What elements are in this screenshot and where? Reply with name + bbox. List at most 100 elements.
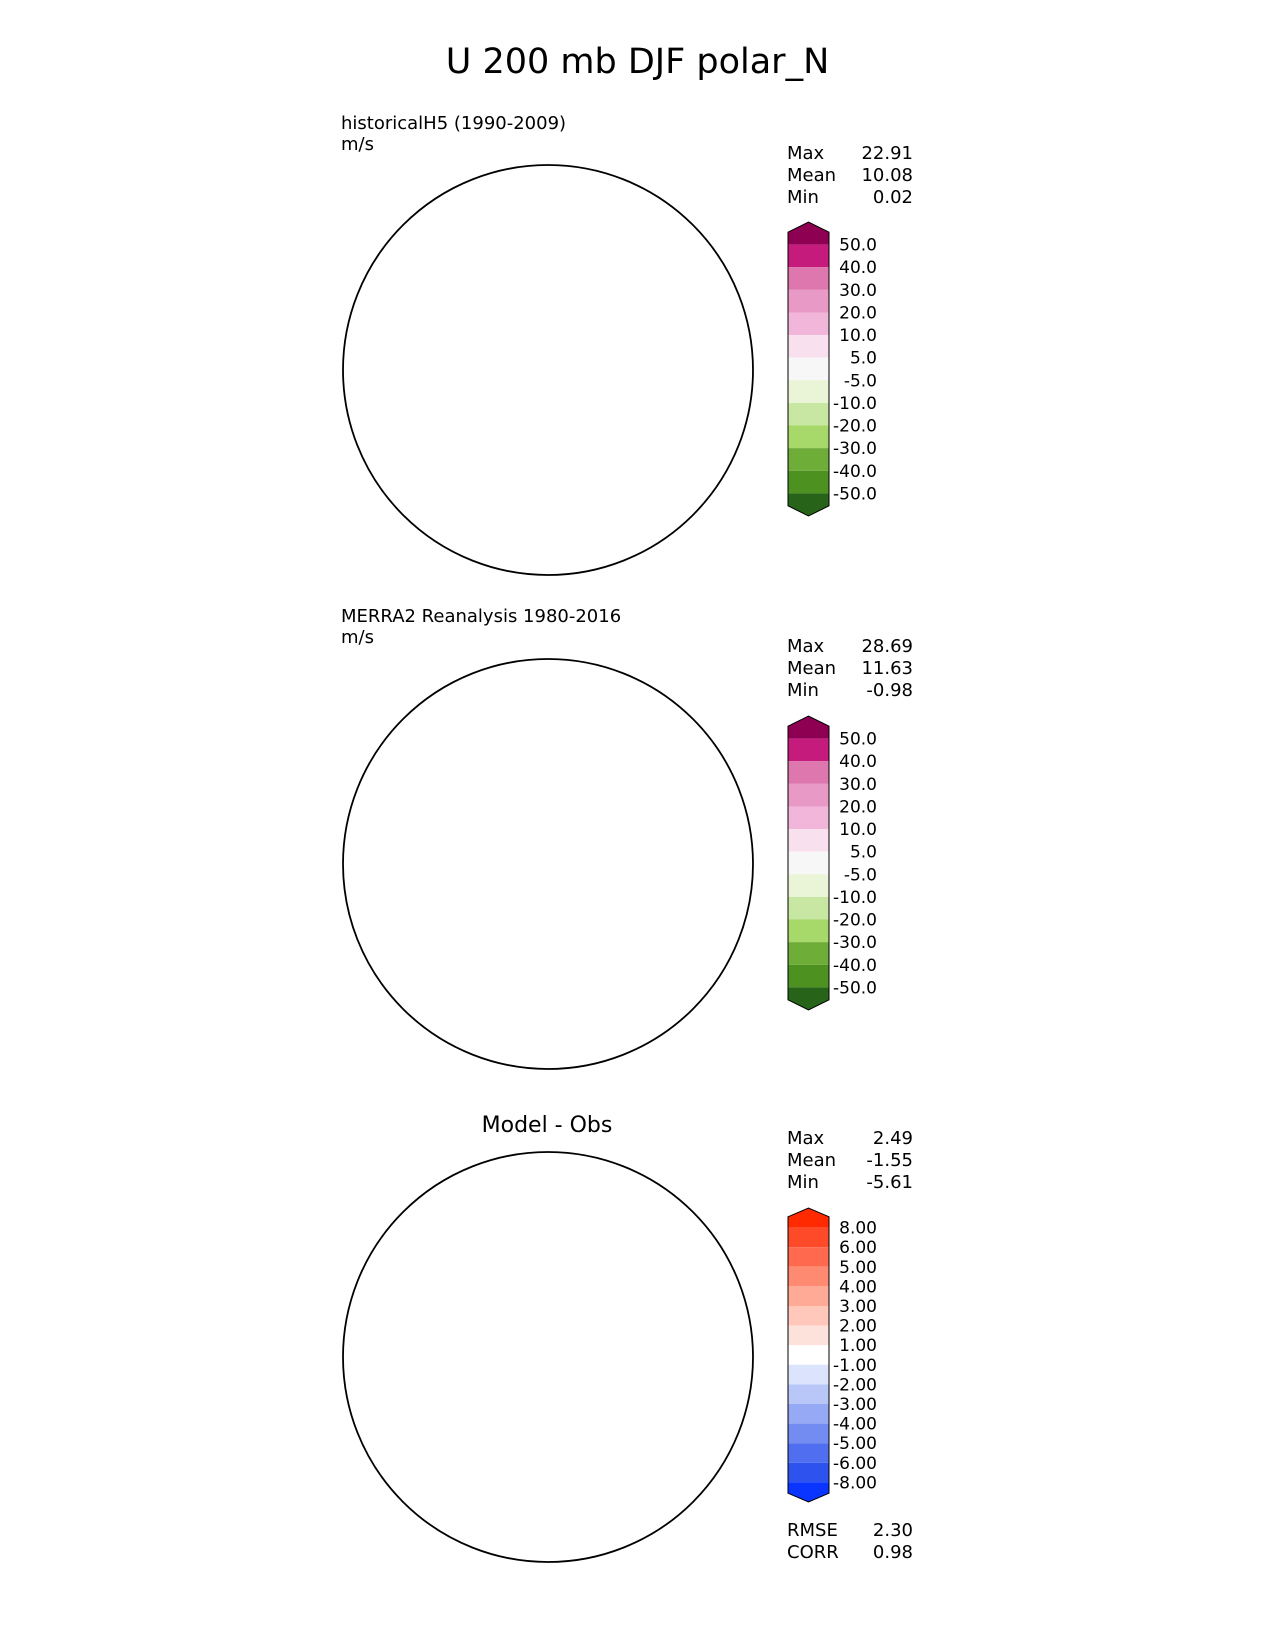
coastline — [558, 914, 588, 1064]
colorbar-tick-label: 40.0 — [839, 258, 877, 278]
meridian-line — [548, 370, 651, 548]
colorbar-tick-label: 8.00 — [839, 1219, 877, 1239]
field-region — [418, 834, 528, 924]
colorbar-tick-label: 30.0 — [839, 281, 877, 301]
colorbar-segment — [788, 380, 829, 403]
colorbar-tick-label: 20.0 — [839, 303, 877, 323]
field-region — [428, 185, 708, 460]
colorbar-tick-label: -30.0 — [833, 439, 877, 459]
map-field — [343, 1152, 753, 1562]
colorbar-outline — [787, 1207, 830, 1503]
coastline — [348, 844, 438, 964]
latitude-circle — [358, 674, 738, 1054]
colorbar-segment — [788, 942, 829, 965]
latitude-circle — [478, 1287, 618, 1427]
latitude-circle — [518, 1327, 578, 1387]
colorbar-segment — [788, 1364, 829, 1385]
field-region — [358, 1267, 408, 1397]
field-base — [343, 659, 753, 1069]
latitude-circle — [358, 1167, 738, 1547]
colorbar-tick-label: -6.00 — [833, 1454, 877, 1474]
map-boundary — [342, 1151, 754, 1563]
field-region — [343, 430, 528, 575]
colorbar-segment — [788, 987, 829, 1010]
meridian-line — [446, 864, 549, 1042]
colorbar-segment — [788, 289, 829, 313]
colorbar-tick-label: 10.0 — [839, 820, 877, 840]
latitude-circle — [438, 260, 658, 480]
coastline — [468, 694, 618, 764]
coastline — [598, 390, 648, 570]
colorbar-tick-label: 20.0 — [839, 797, 877, 817]
latitude-circle — [438, 1247, 658, 1467]
field-region — [518, 190, 698, 410]
meridian-line — [370, 1255, 548, 1358]
latitude-circle — [518, 340, 578, 400]
colorbar-tick-label: 50.0 — [839, 236, 877, 256]
coastline — [558, 420, 588, 570]
colorbar-segment — [788, 761, 829, 784]
coastline — [348, 1337, 438, 1457]
map-boundary — [342, 164, 754, 576]
colorbar-tick-label: -2.00 — [833, 1375, 877, 1395]
colorbar-segment — [788, 851, 829, 875]
field-base — [343, 165, 753, 575]
map-field — [343, 165, 753, 575]
colorbar-tick-label: 10.0 — [839, 326, 877, 346]
latitude-circle — [478, 300, 618, 440]
colorbar-segment — [788, 312, 829, 336]
meridian-line — [548, 1255, 726, 1358]
colorbar-tick-label: -4.00 — [833, 1415, 877, 1435]
meridian-line — [548, 268, 726, 371]
colorbar-outline — [787, 221, 830, 517]
field-region — [343, 1157, 648, 1562]
meridian-line — [446, 1357, 549, 1535]
coastline — [558, 1407, 588, 1557]
colorbar-tick-label: -1.00 — [833, 1356, 877, 1376]
colorbar-segment — [788, 222, 829, 245]
colorbar-segment — [788, 1482, 829, 1502]
colorbar-segment — [788, 1443, 829, 1463]
colorbar-tick-label: 3.00 — [839, 1297, 877, 1317]
panel-3-metrics: RMSE 2.30 CORR 0.98 — [787, 1520, 913, 1563]
meridian-line — [548, 1179, 651, 1357]
colorbar-tick-label: 4.00 — [839, 1277, 877, 1297]
colorbar-segment — [788, 716, 829, 739]
coastline — [598, 1377, 648, 1557]
map-field — [343, 659, 753, 1069]
meridian-line — [548, 762, 726, 865]
colorbar-tick-label: 30.0 — [839, 775, 877, 795]
colorbar-tick-label: -50.0 — [833, 484, 877, 504]
coastline — [598, 884, 648, 1064]
meridian-line — [370, 762, 548, 865]
coastline — [438, 824, 528, 974]
latitude-circle — [398, 714, 698, 1014]
colorbar-tick-label: -50.0 — [833, 978, 877, 998]
colorbar-tick-label: 40.0 — [839, 752, 877, 772]
colorbar-tick-label: 50.0 — [839, 730, 877, 750]
colorbar-tick-label: -5.0 — [844, 371, 877, 391]
panel-3-title: Model - Obs — [481, 1113, 613, 1138]
coastline — [348, 350, 438, 470]
field-region — [408, 684, 708, 964]
field-region — [458, 1317, 518, 1367]
colorbar-tick-label: -20.0 — [833, 417, 877, 437]
meridian-line — [548, 864, 651, 1042]
meridian-line — [446, 686, 549, 864]
latitude-circle — [358, 180, 738, 560]
coastline — [438, 1317, 528, 1467]
colorbar-segment — [788, 357, 829, 381]
colorbar-segment — [788, 493, 829, 516]
colorbar-segment — [788, 1227, 829, 1248]
colorbar-segment — [788, 1423, 829, 1444]
colorbar-segment — [788, 244, 829, 268]
colorbar-tick-label: -30.0 — [833, 933, 877, 953]
meridian-line — [370, 370, 548, 473]
meridian-line — [548, 1357, 651, 1535]
colorbar-segment — [788, 919, 829, 943]
meridian-line — [548, 192, 651, 370]
latitude-circle — [478, 794, 618, 934]
colorbar-segment — [788, 1306, 829, 1326]
field-region — [343, 1417, 488, 1547]
colorbar-tick-label: 5.0 — [850, 349, 877, 369]
